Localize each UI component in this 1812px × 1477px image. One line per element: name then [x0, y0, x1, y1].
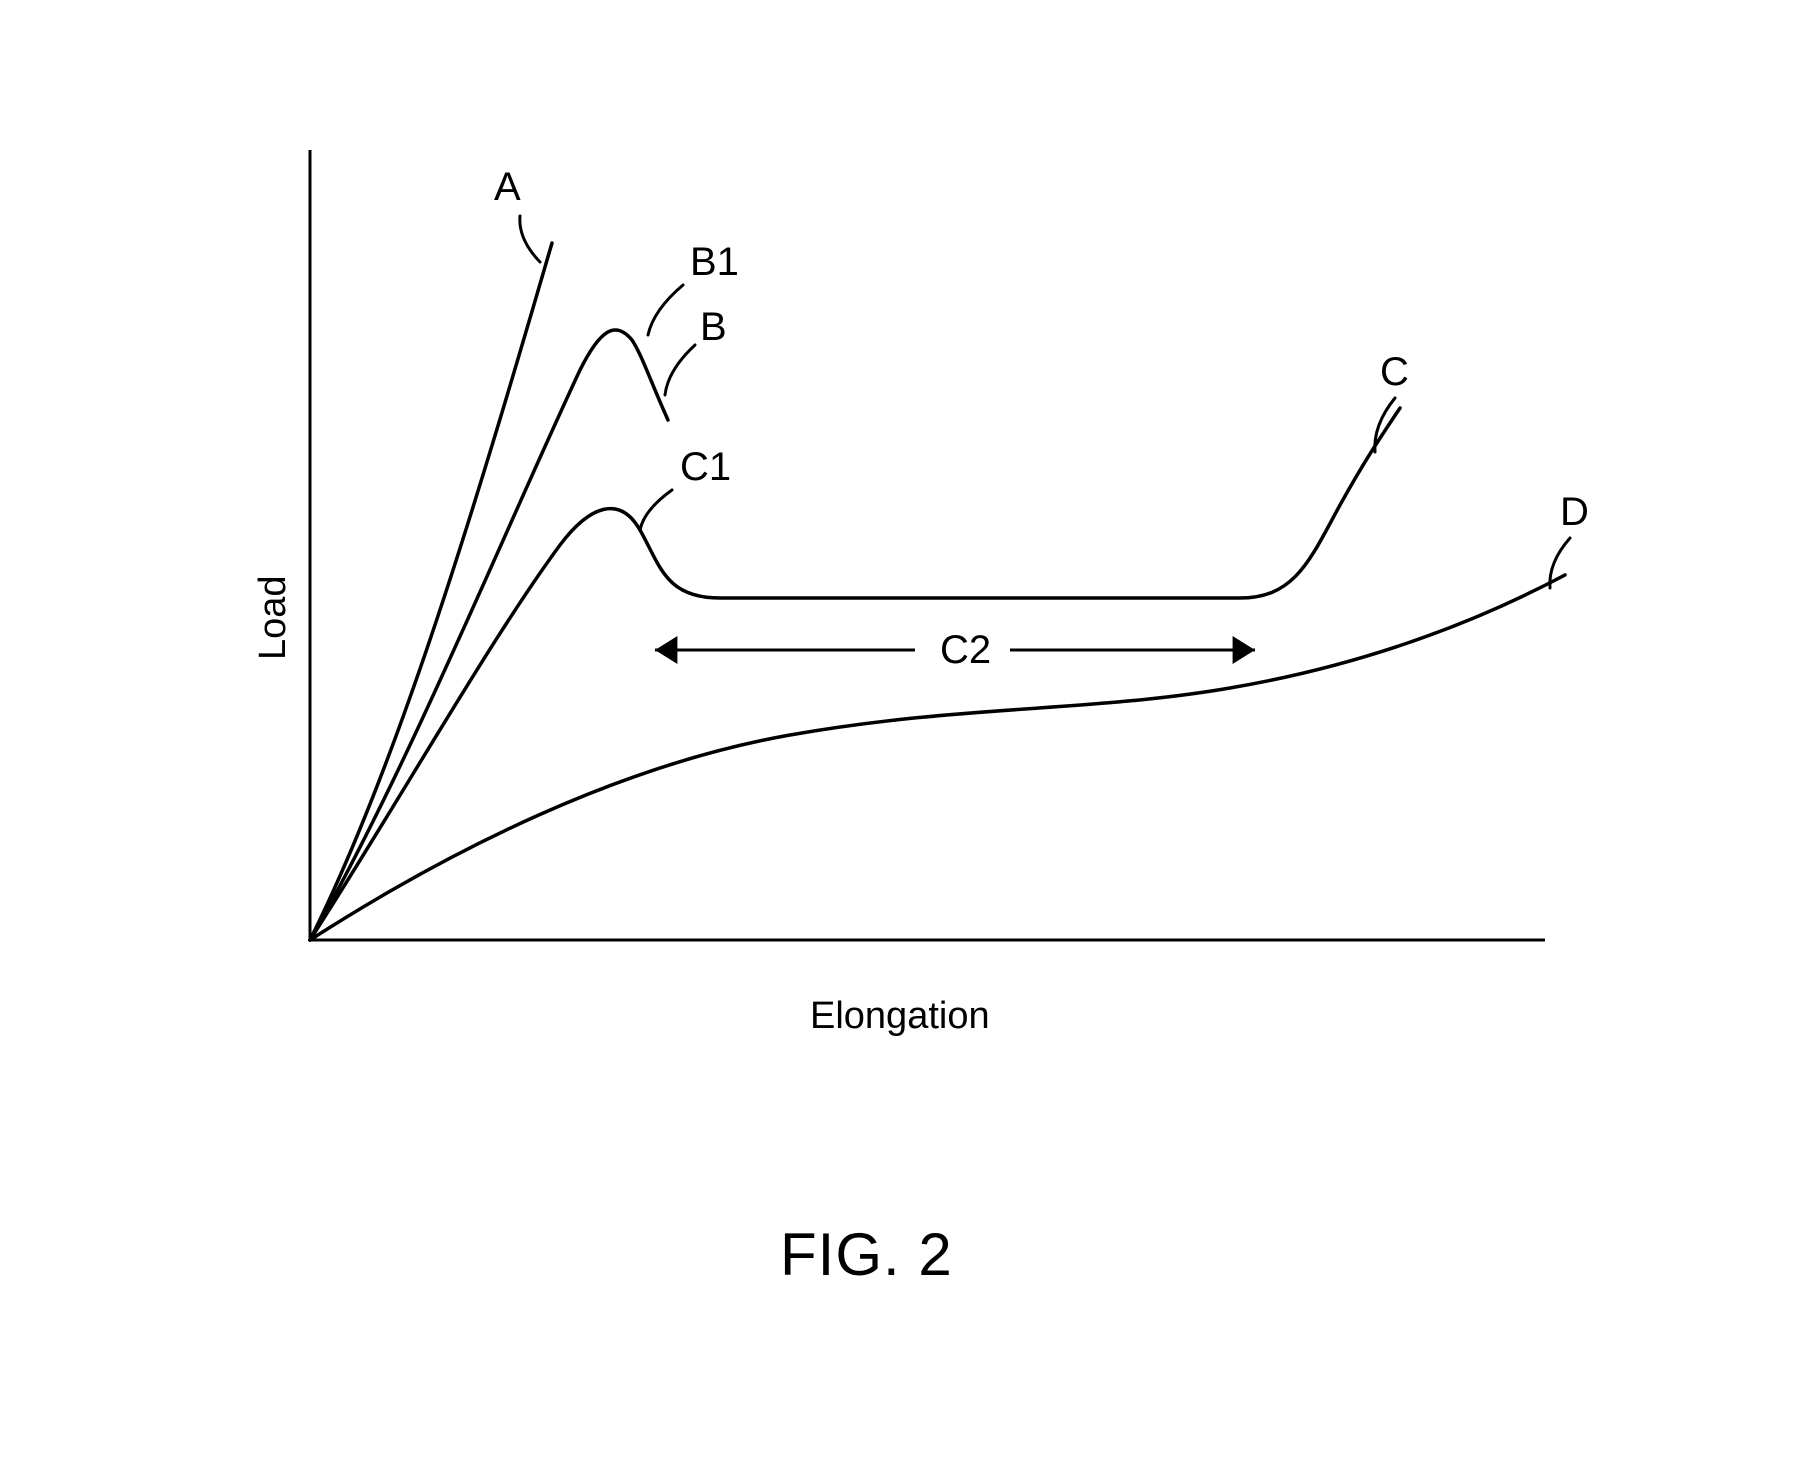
curve-d-label: D [1560, 490, 1589, 535]
figure-container: Load Elongation A B B1 C1 C D C2 FIG. 2 [0, 0, 1812, 1477]
span-c2-label: C2 [940, 628, 991, 673]
curve-b-region-label: B [700, 305, 727, 350]
curve-b-point-label: B1 [690, 240, 739, 285]
x-axis-label: Elongation [810, 995, 990, 1038]
curve-c-end-label: C [1380, 350, 1409, 395]
curve-a-label: A [494, 165, 521, 210]
figure-caption: FIG. 2 [780, 1220, 953, 1289]
curve-c-peak-label: C1 [680, 445, 731, 490]
y-axis-label: Load [252, 575, 295, 660]
